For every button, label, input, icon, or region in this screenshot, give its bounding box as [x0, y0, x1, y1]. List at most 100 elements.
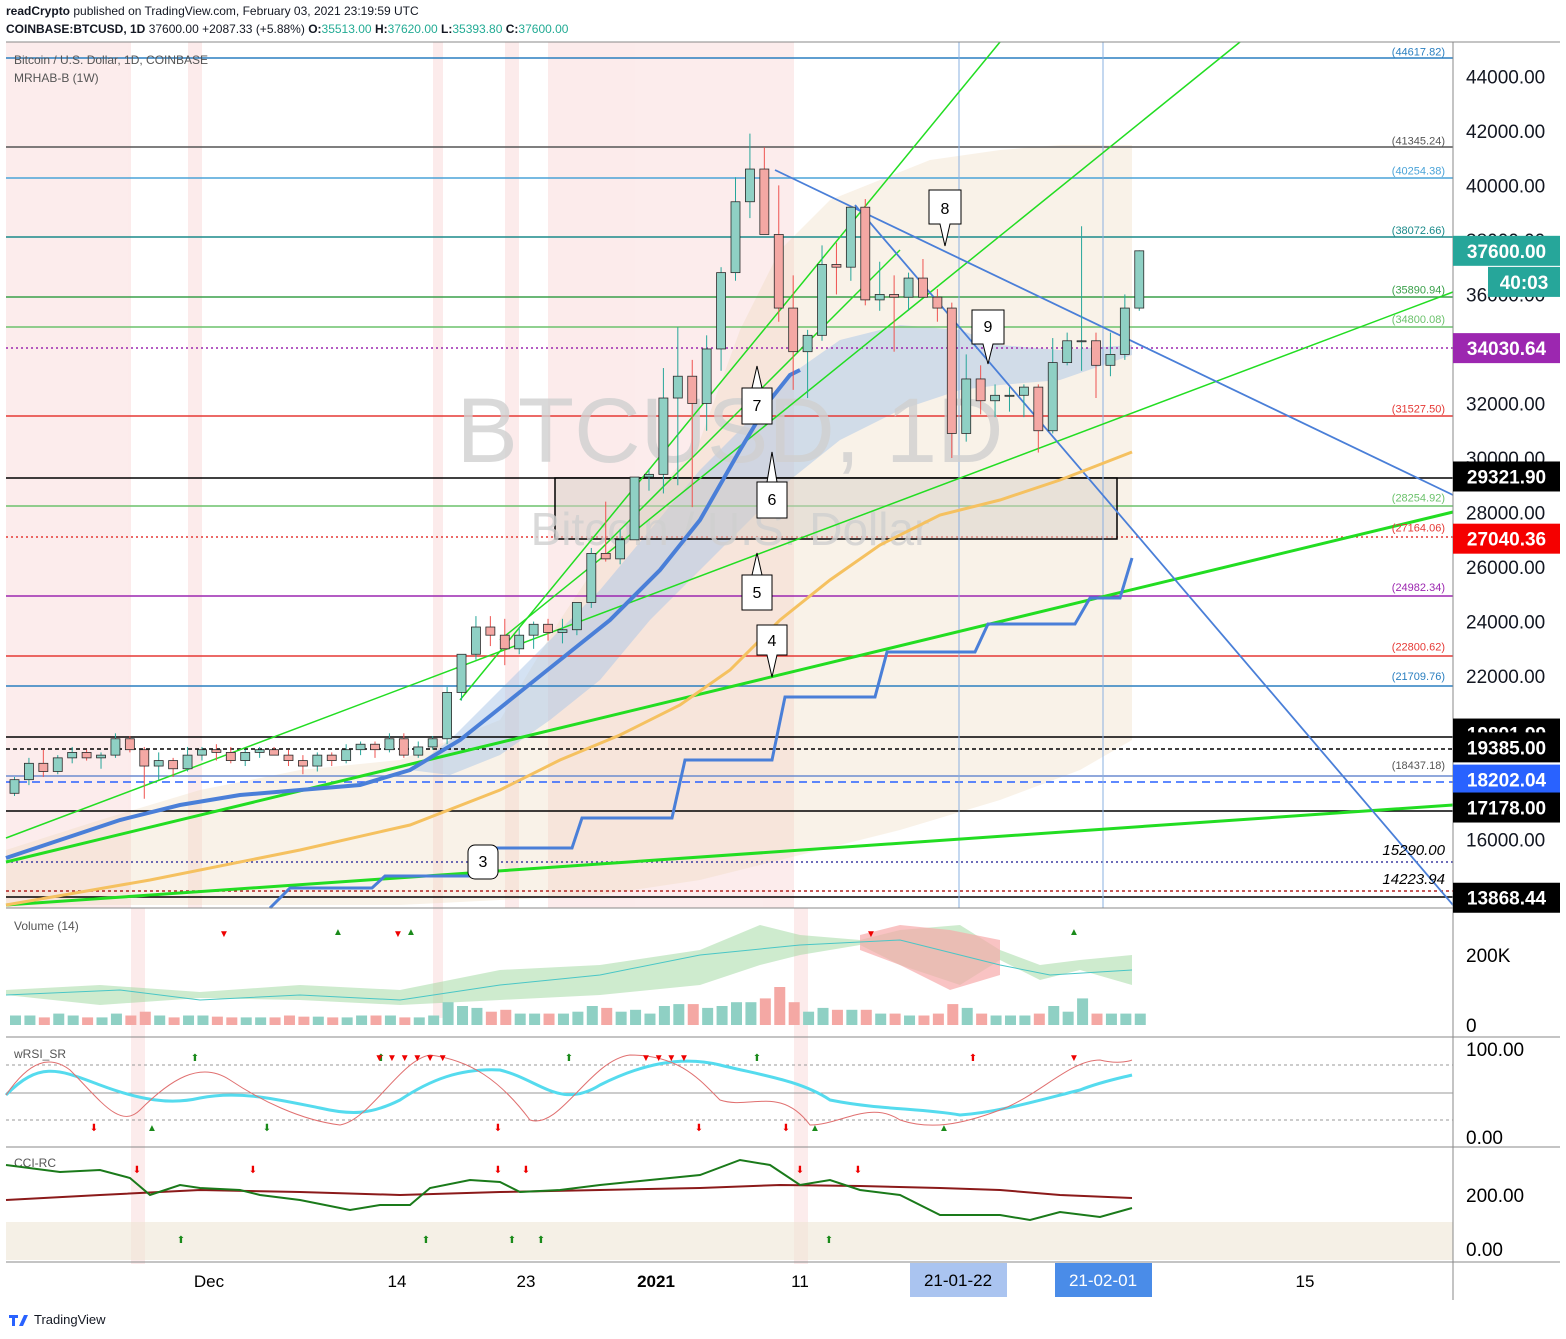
price-badge-bg — [1453, 235, 1560, 266]
volume-bar — [788, 1002, 800, 1025]
price-tick: 24000.00 — [1466, 613, 1545, 634]
svg-text:▼: ▼ — [1069, 1053, 1079, 1064]
candle-body — [629, 476, 640, 541]
candle-body — [961, 378, 972, 434]
svg-text:▼ ▼ ▼ ▼ ▼ ▼: ▼ ▼ ▼ ▼ ▼ ▼ — [374, 1053, 447, 1064]
footer-brand[interactable]: TradingView — [8, 1312, 106, 1327]
volume-bar — [1091, 1013, 1103, 1025]
volume-bar — [399, 1017, 411, 1025]
volume-bar — [38, 1017, 50, 1025]
svg-text:⬆: ⬆ — [422, 1235, 430, 1246]
candle-body — [990, 394, 1000, 402]
high-value: 37620.00 — [387, 22, 438, 36]
wrsi-axis-bottom: 0.00 — [1466, 1128, 1503, 1149]
volume-bar — [1077, 998, 1089, 1025]
price-tick: 28000.00 — [1466, 504, 1545, 525]
candle-body — [975, 378, 986, 402]
candle-body — [110, 738, 121, 756]
volume-bar — [471, 1007, 483, 1025]
level-label: (27164.06) — [1392, 522, 1445, 534]
volume-bar — [976, 1013, 988, 1025]
volume-bar — [356, 1015, 368, 1025]
candle-body — [38, 762, 49, 772]
volume-bar — [327, 1017, 339, 1025]
price-tick: 32000.00 — [1466, 394, 1545, 415]
volume-bar — [1062, 1011, 1074, 1025]
candle-body — [946, 307, 957, 434]
volume-bar — [1019, 1015, 1031, 1025]
cci-signal — [5, 1183, 1133, 1201]
wrsi-title: wRSI_SR — [13, 1047, 66, 1061]
candle-body — [918, 277, 928, 298]
candle-body — [716, 272, 726, 350]
volume-bar — [990, 1015, 1002, 1025]
open-label: O: — [308, 22, 322, 36]
candle-body — [341, 749, 352, 761]
svg-text:▲: ▲ — [810, 1123, 820, 1134]
candle-body — [153, 760, 164, 767]
callout-5-label: 5 — [753, 585, 762, 602]
volume-title: Volume (14) — [14, 919, 79, 933]
level-label: 14223.94 — [1382, 871, 1445, 888]
price-badge: 19385.00 — [1467, 738, 1546, 759]
price-tick: 40000.00 — [1466, 176, 1545, 197]
svg-text:⬇: ⬇ — [249, 1165, 257, 1176]
volume-bar — [413, 1017, 425, 1025]
svg-text:▼: ▼ — [393, 929, 403, 940]
time-axis[interactable]: Dec 14 23 2021 11 15 — [194, 1272, 1315, 1291]
volume-bar — [269, 1017, 281, 1025]
callouts[interactable]: 3 4 5 6 7 8 9 — [467, 189, 1005, 880]
volume-bar — [1004, 1015, 1016, 1025]
blue-cloud — [410, 325, 1132, 775]
candle-body — [745, 168, 755, 203]
candle-body — [730, 201, 741, 274]
candle-body — [240, 752, 251, 761]
level-label: (24982.34) — [1392, 582, 1445, 594]
candle-body — [615, 539, 626, 560]
candle-body — [384, 738, 395, 751]
candle-body — [9, 779, 20, 794]
price-badge-bg — [1453, 764, 1560, 795]
svg-text:▲: ▲ — [939, 1123, 949, 1134]
cci-signals: ⬇ ⬇ ⬇ ⬇ ⬇ ⬇ ⬆ ⬆ ⬆ ⬆ ⬆ — [133, 1165, 862, 1246]
wrsi-line — [5, 1054, 1133, 1126]
candle-body — [831, 264, 842, 268]
candle-body — [398, 738, 409, 756]
svg-text:⬇: ⬇ — [494, 1165, 502, 1176]
volume-bar — [615, 1011, 627, 1025]
close-label: C: — [505, 22, 519, 36]
volume-bar — [500, 1009, 512, 1025]
candle-body — [788, 307, 799, 353]
candle-body — [471, 626, 481, 655]
price-tick: 16000.00 — [1466, 831, 1545, 852]
orange-ma — [5, 450, 1133, 907]
callout-6: 6 — [756, 451, 788, 519]
volume-cloud — [6, 925, 1132, 1005]
candlesticks[interactable] — [9, 133, 1145, 799]
time-label-23: 23 — [517, 1272, 536, 1291]
volume-bar — [139, 1011, 151, 1025]
price-badge: 34030.64 — [1467, 339, 1547, 360]
callout-7: 7 — [741, 365, 773, 425]
svg-text:⬇: ⬇ — [133, 1165, 141, 1176]
level-label: (38072.66) — [1392, 225, 1445, 237]
volume-bar — [860, 1009, 872, 1025]
volume-bar — [586, 1006, 598, 1025]
candle-body — [355, 743, 366, 751]
volume-bar — [932, 1013, 944, 1025]
price-badge: 40:03 — [1500, 273, 1549, 294]
candle-body — [254, 749, 265, 753]
author-name[interactable]: readCrypto — [6, 4, 71, 18]
volume-bar — [154, 1015, 166, 1025]
svg-text:▼: ▼ — [866, 929, 876, 940]
price-badge-bg — [1453, 882, 1560, 913]
svg-text:⬇: ⬇ — [494, 1123, 502, 1134]
time-badge-0201: 21-02-01 — [1069, 1271, 1137, 1290]
candle-body — [168, 760, 179, 770]
volume-bar — [110, 1013, 122, 1025]
volume-bar — [716, 1006, 728, 1025]
level-label: (18437.18) — [1392, 760, 1445, 772]
envelope-cloud — [6, 145, 1132, 905]
volume-axis-top: 200K — [1466, 946, 1511, 967]
